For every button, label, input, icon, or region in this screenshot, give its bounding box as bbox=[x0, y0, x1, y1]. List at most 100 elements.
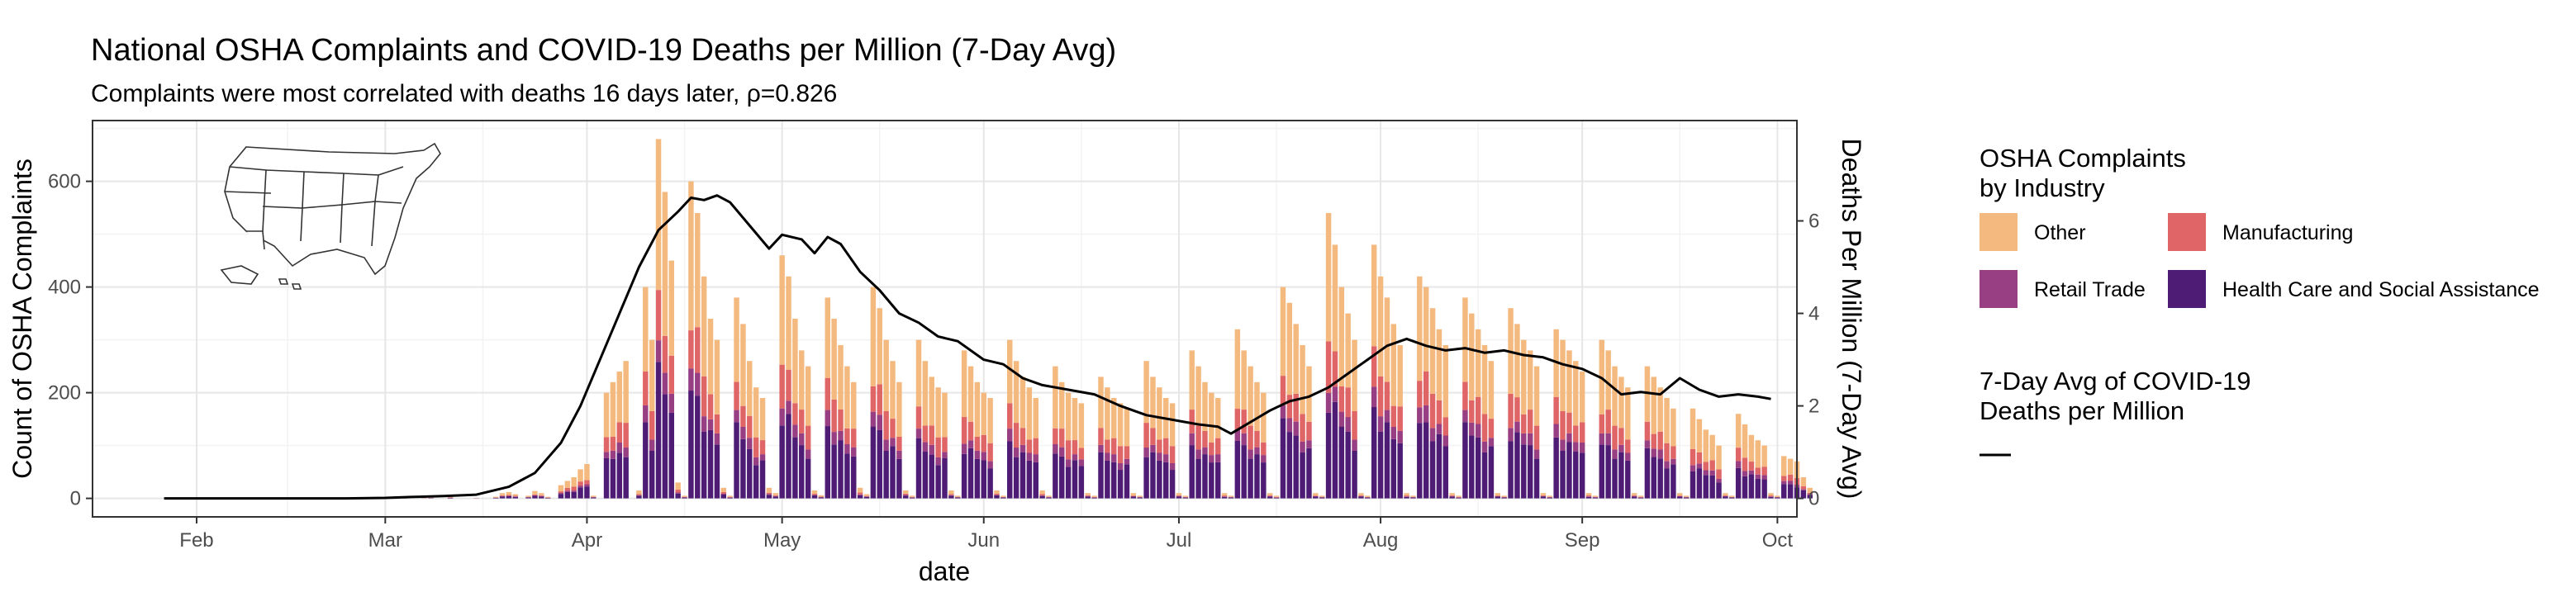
bar-segment bbox=[1781, 481, 1787, 485]
x-tick-label: Aug bbox=[1363, 529, 1399, 552]
bar-segment bbox=[759, 398, 766, 441]
bar-segment bbox=[1013, 448, 1019, 457]
bar-segment bbox=[857, 492, 863, 495]
bar-segment bbox=[1065, 440, 1072, 460]
bar-segment bbox=[1514, 432, 1520, 499]
bar-segment bbox=[1202, 447, 1208, 455]
x-tick-label: Mar bbox=[368, 529, 402, 552]
bar-segment bbox=[539, 495, 544, 496]
bar-segment bbox=[1488, 419, 1495, 438]
bar-segment bbox=[1397, 430, 1403, 443]
bar-segment bbox=[1390, 324, 1397, 406]
bar-segment bbox=[1209, 462, 1214, 499]
bar-segment bbox=[903, 493, 909, 495]
legend-label: Health Care and Social Assistance bbox=[2222, 278, 2540, 301]
bar-segment bbox=[695, 327, 701, 373]
bar-segment bbox=[1377, 376, 1384, 417]
bar-segment bbox=[506, 495, 512, 496]
bar-segment bbox=[1533, 425, 1540, 450]
bar-segment bbox=[1325, 213, 1332, 342]
bar-segment bbox=[1579, 443, 1585, 453]
bar-segment bbox=[1300, 441, 1305, 452]
bar-segment bbox=[1214, 462, 1221, 499]
bar-segment bbox=[1612, 458, 1618, 499]
x-tick-label: Jul bbox=[1167, 529, 1192, 552]
bar-segment bbox=[1637, 495, 1644, 497]
bar-segment bbox=[1352, 439, 1357, 451]
bar-segment bbox=[499, 495, 506, 496]
bar-segment bbox=[1644, 421, 1651, 441]
bar-segment bbox=[1761, 445, 1767, 467]
bar-segment bbox=[1078, 403, 1085, 448]
bar-segment bbox=[1723, 496, 1728, 499]
bar-segment bbox=[1657, 458, 1663, 499]
bar-segment bbox=[1735, 448, 1742, 462]
bar-segment bbox=[1221, 493, 1228, 496]
bar-segment bbox=[1280, 287, 1286, 377]
bar-segment bbox=[1377, 276, 1384, 377]
bar-segment bbox=[1637, 497, 1644, 499]
bar-segment bbox=[929, 444, 934, 455]
bar-segment bbox=[1612, 425, 1618, 450]
bar-segment bbox=[616, 452, 623, 499]
legend-key bbox=[1980, 213, 2018, 251]
bar-segment bbox=[1605, 410, 1611, 433]
bar-segment bbox=[1189, 433, 1195, 446]
bar-segment bbox=[1007, 403, 1013, 429]
bar-segment bbox=[1130, 493, 1137, 496]
bar-segment bbox=[1254, 447, 1260, 455]
bar-segment bbox=[1566, 442, 1572, 499]
bar-segment bbox=[1371, 244, 1377, 347]
bar-segment bbox=[1319, 495, 1325, 497]
bar-segment bbox=[1091, 495, 1097, 497]
bar-segment bbox=[974, 458, 981, 499]
bar-segment bbox=[1078, 448, 1085, 460]
bar-segment bbox=[747, 361, 753, 416]
bar-segment bbox=[961, 453, 967, 499]
bar-segment bbox=[1162, 438, 1169, 455]
bar-segment bbox=[1404, 496, 1409, 499]
bar-segment bbox=[1735, 461, 1742, 468]
bar-segment bbox=[577, 485, 583, 488]
bar-segment bbox=[890, 446, 896, 499]
bar-segment bbox=[1442, 345, 1449, 418]
bar-segment bbox=[779, 408, 785, 426]
bar-segment bbox=[1345, 313, 1351, 388]
bar-segment bbox=[825, 297, 830, 378]
bar-segment bbox=[1481, 414, 1488, 442]
bar-segment bbox=[1026, 387, 1033, 440]
bar-segment bbox=[1488, 361, 1495, 419]
bar-segment bbox=[1098, 452, 1104, 499]
bar-segment bbox=[1501, 497, 1507, 499]
bar-segment bbox=[1761, 467, 1767, 476]
bar-segment bbox=[1469, 435, 1475, 499]
bar-segment bbox=[929, 377, 934, 426]
bar-segment bbox=[1677, 496, 1683, 499]
bar-segment bbox=[649, 439, 655, 451]
axes-layer: Feb Mar Apr May Jun Jul Aug Sep Oct 0 200 400 600 0 2 4… bbox=[48, 120, 1819, 552]
bar-segment bbox=[1338, 411, 1345, 427]
bar-segment bbox=[1013, 423, 1019, 448]
bar-segment bbox=[1787, 484, 1794, 499]
bar-segment bbox=[955, 497, 961, 499]
bar-segment bbox=[1352, 451, 1357, 499]
bar-segment bbox=[1358, 495, 1364, 496]
bar-segment bbox=[1248, 449, 1253, 459]
bar-segment bbox=[1085, 493, 1091, 495]
bar-segment bbox=[1019, 452, 1026, 499]
bar-segment bbox=[1300, 452, 1305, 499]
bar-segment bbox=[1787, 458, 1794, 475]
bar-segment bbox=[1442, 435, 1449, 447]
bar-segment bbox=[662, 335, 668, 373]
bar-segment bbox=[1267, 493, 1273, 495]
bar-segment bbox=[1111, 438, 1117, 455]
bar-segment bbox=[1157, 387, 1162, 440]
bar-segment bbox=[825, 377, 830, 410]
bar-segment bbox=[1332, 401, 1338, 499]
bar-segment bbox=[1547, 497, 1553, 499]
bar-segment bbox=[1573, 361, 1579, 426]
bar-segment bbox=[1742, 424, 1748, 458]
bar-segment bbox=[786, 400, 791, 414]
bar-segment bbox=[1352, 411, 1357, 440]
bar-segment bbox=[1495, 493, 1501, 496]
